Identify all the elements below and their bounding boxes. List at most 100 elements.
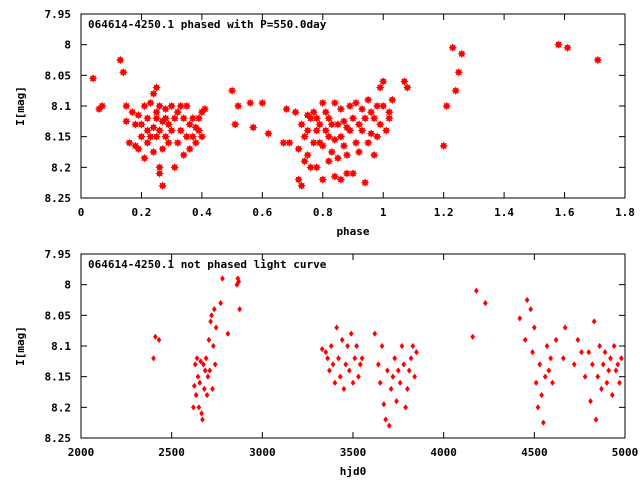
data-point [359,355,365,362]
data-point [385,107,394,117]
data-point [149,147,158,157]
data-point [439,141,448,151]
data-point [158,144,167,154]
data-point [388,385,394,393]
data-point [399,342,405,350]
data-point [164,138,173,148]
x-tick-label: 4500 [521,446,548,459]
data-point [586,348,592,356]
data-point [608,355,613,362]
data-point [146,98,155,108]
data-point [167,126,176,135]
data-point [309,138,318,148]
data-point [336,175,346,184]
y-tick-label: 8 [64,39,71,52]
data-point [372,330,378,337]
data-point [155,101,164,111]
data-point [540,419,546,426]
data-point [164,120,173,129]
data-point [342,169,352,178]
data-point [211,305,217,313]
data-point [560,355,566,362]
data-point [125,138,134,148]
data-point [185,120,195,129]
y-tick-label: 7.95 [45,8,72,21]
x-tick-label: 3500 [340,446,367,459]
y-tick-label: 8.05 [45,309,72,322]
data-point [372,101,382,111]
data-point [151,355,156,362]
data-point [357,104,367,114]
data-point [193,391,199,399]
data-point [204,391,210,399]
data-point [146,132,155,141]
y-tick-label: 8.15 [45,131,72,144]
data-point [575,336,581,344]
data-point [392,355,398,362]
data-point [306,114,315,123]
data-point [213,324,219,331]
data-point [379,342,385,350]
data-point [143,138,152,148]
data-point [196,404,202,411]
data-point [348,114,358,123]
data-point [591,318,597,325]
data-point [161,114,170,123]
data-point [210,342,216,350]
data-point [194,114,204,123]
data-point [333,120,343,129]
data-point [571,361,577,368]
data-point [535,404,541,411]
data-point [318,175,328,184]
x-tick-label: 2500 [158,446,185,459]
data-point [448,43,457,52]
data-point [606,367,612,374]
data-point [369,114,379,123]
data-point [152,114,161,123]
x-axis-label: hjd0 [340,465,367,478]
plot-title: 064614-4250.1 phased with P=550.0day [88,18,327,31]
data-point [528,305,534,313]
data-point [539,391,544,399]
data-point [294,144,303,154]
y-tick-label: 8.25 [45,432,72,445]
x-tick-label: 3000 [249,446,276,459]
data-point [442,101,451,111]
data-point [279,138,288,148]
data-point [375,120,385,129]
unphased-light-curve-panel: 2000 2500 3000 3500 4000 4500 5000 7.95 8 8.05 8.1… [14,248,638,478]
data-point [218,299,224,307]
data-point [312,126,321,135]
data-point [155,169,164,178]
data-point [593,416,599,423]
data-point [152,333,158,341]
y-tick-label: 8 [64,279,71,292]
data-point [200,361,206,368]
data-point [357,126,367,135]
data-point [319,345,325,353]
y-tick-label: 8.05 [45,69,72,82]
x-tick-label: 0.8 [313,206,333,219]
data-point [350,379,356,387]
data-point [212,361,218,368]
data-point [312,163,321,172]
data-point [378,77,388,86]
data-point [354,147,364,157]
data-point [191,382,197,390]
data-point [336,355,341,362]
data-point [170,114,179,123]
data-point [143,126,152,135]
data-point [128,107,137,117]
x-tick-label: 1.2 [434,206,454,219]
data-point [337,373,343,380]
data-point [233,101,243,111]
x-tick-label: 0.6 [252,206,272,219]
data-point [385,114,394,123]
x-tick-label: 1.6 [555,206,575,219]
data-point [202,367,208,374]
data-point [291,107,300,117]
y-tick-label: 8.25 [45,192,72,205]
data-point [324,156,334,166]
data-point [185,144,195,154]
data-point [582,373,588,380]
